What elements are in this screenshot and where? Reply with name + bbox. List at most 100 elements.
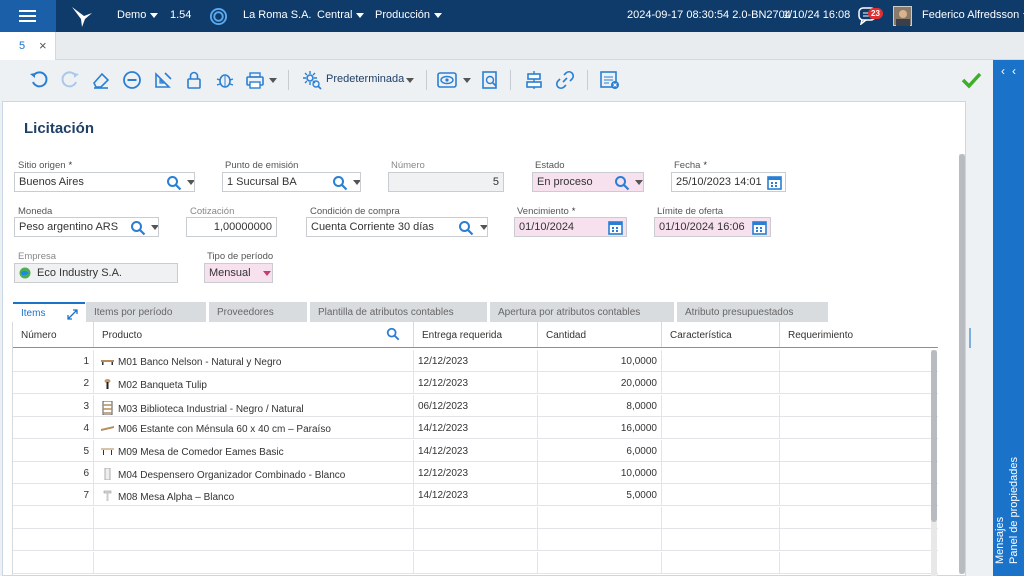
calendar-icon[interactable] bbox=[608, 220, 623, 235]
cell-entrega[interactable]: 12/12/2023 bbox=[414, 350, 538, 372]
cell-producto[interactable]: M02 Banqueta Tulip bbox=[94, 372, 414, 395]
empty-row[interactable] bbox=[13, 529, 938, 552]
cell-cantidad[interactable]: 10,0000 bbox=[538, 462, 662, 484]
sitio-field[interactable]: Buenos Aires bbox=[14, 172, 195, 192]
cell-numero[interactable]: 6 bbox=[13, 462, 94, 484]
search-icon[interactable] bbox=[386, 327, 400, 341]
table-row[interactable]: 1 M01 Banco Nelson - Natural y Negro 12/12… bbox=[13, 350, 938, 372]
cancel-icon[interactable] bbox=[119, 68, 145, 92]
search-document-icon[interactable] bbox=[477, 68, 503, 92]
cell-numero[interactable] bbox=[13, 551, 94, 574]
table-row[interactable]: 3 M03 Biblioteca Industrial - Negro / Nat… bbox=[13, 394, 938, 417]
cell-caracteristica[interactable] bbox=[662, 372, 780, 395]
menu-icon[interactable] bbox=[0, 0, 56, 32]
dropdown-icon[interactable] bbox=[353, 180, 360, 185]
col-requerimiento[interactable]: Requerimiento bbox=[780, 322, 938, 347]
empty-row[interactable] bbox=[13, 506, 938, 529]
cell-producto[interactable]: M04 Despensero Organizador Combinado - B… bbox=[94, 462, 414, 484]
search-icon[interactable] bbox=[614, 175, 630, 191]
lock-icon[interactable] bbox=[181, 68, 207, 92]
collapse-panel-icon-2[interactable]: ‹ bbox=[1012, 64, 1016, 78]
cell-cantidad[interactable]: 5,0000 bbox=[538, 484, 662, 507]
cell-producto[interactable]: M01 Banco Nelson - Natural y Negro bbox=[94, 350, 414, 372]
cell-numero[interactable]: 5 bbox=[13, 439, 94, 462]
moneda-field[interactable]: Peso argentino ARS bbox=[14, 217, 159, 237]
calendar-icon[interactable] bbox=[767, 175, 782, 190]
col-caracteristica[interactable]: Característica bbox=[662, 322, 780, 347]
punto-field[interactable]: 1 Sucursal BA bbox=[222, 172, 361, 192]
cell-producto[interactable] bbox=[94, 551, 414, 574]
branch-selector[interactable]: Central bbox=[317, 9, 365, 21]
cell-cantidad[interactable]: 16,0000 bbox=[538, 417, 662, 440]
limite-field[interactable]: 01/10/2024 16:06 bbox=[654, 217, 771, 237]
cell-requerimiento[interactable] bbox=[780, 529, 938, 551]
close-tab-icon[interactable]: × bbox=[39, 38, 47, 53]
company-label[interactable]: La Roma S.A. bbox=[243, 9, 312, 21]
cell-caracteristica[interactable] bbox=[662, 394, 780, 417]
cond-field[interactable]: Cuenta Corriente 30 días bbox=[306, 217, 488, 237]
design-icon[interactable] bbox=[150, 68, 176, 92]
visibility-menu[interactable] bbox=[436, 68, 472, 92]
env-selector[interactable]: Demo bbox=[117, 9, 159, 21]
cell-entrega[interactable]: 14/12/2023 bbox=[414, 417, 538, 440]
cell-requerimiento[interactable] bbox=[780, 484, 938, 506]
table-row[interactable]: 6 M04 Despensero Organizador Combinado - … bbox=[13, 462, 938, 484]
table-row[interactable]: 2 M02 Banqueta Tulip 12/12/2023 20,0000 bbox=[13, 372, 938, 395]
cell-requerimiento[interactable] bbox=[780, 395, 938, 417]
cell-producto[interactable]: M08 Mesa Alpha – Blanco bbox=[94, 484, 414, 507]
tab-document-5[interactable]: 5 × bbox=[0, 32, 56, 60]
user-menu[interactable]: Federico Alfredsson bbox=[922, 9, 1024, 21]
tab-items-por-periodo[interactable]: Items por período bbox=[86, 302, 206, 322]
cell-caracteristica[interactable] bbox=[662, 551, 780, 574]
expand-icon[interactable] bbox=[67, 309, 78, 320]
cell-cantidad[interactable]: 6,0000 bbox=[538, 439, 662, 462]
link-icon[interactable] bbox=[552, 68, 578, 92]
cell-cantidad[interactable]: 10,0000 bbox=[538, 350, 662, 372]
cell-requerimiento[interactable] bbox=[780, 440, 938, 462]
vertical-scrollbar[interactable] bbox=[959, 154, 965, 574]
tab-atributo-presupuestados[interactable]: Atributo presupuestados bbox=[677, 302, 828, 322]
cell-numero[interactable]: 2 bbox=[13, 372, 94, 395]
cell-cantidad[interactable]: 8,0000 bbox=[538, 394, 662, 417]
cell-cantidad[interactable] bbox=[538, 551, 662, 574]
cell-caracteristica[interactable] bbox=[662, 350, 780, 372]
calendar-delete-icon[interactable] bbox=[597, 68, 623, 92]
col-entrega[interactable]: Entrega requerida bbox=[414, 322, 538, 347]
cell-requerimiento[interactable] bbox=[780, 372, 938, 394]
col-cantidad[interactable]: Cantidad bbox=[538, 322, 662, 347]
stage-selector[interactable]: Producción bbox=[375, 9, 443, 21]
tipo-select[interactable]: Mensual bbox=[204, 263, 273, 283]
search-icon[interactable] bbox=[458, 220, 474, 236]
search-icon[interactable] bbox=[332, 175, 348, 191]
cell-requerimiento[interactable] bbox=[780, 417, 938, 439]
align-icon[interactable] bbox=[521, 68, 547, 92]
cell-entrega[interactable] bbox=[414, 506, 538, 529]
print-menu[interactable] bbox=[243, 68, 279, 92]
estado-field[interactable]: En proceso bbox=[532, 172, 644, 192]
cell-caracteristica[interactable] bbox=[662, 462, 780, 484]
cell-requerimiento[interactable] bbox=[780, 350, 938, 372]
tab-apertura-atributos[interactable]: Apertura por atributos contables bbox=[490, 302, 674, 322]
cell-caracteristica[interactable] bbox=[662, 529, 780, 552]
notifications-button[interactable]: 23 bbox=[858, 6, 884, 26]
dropdown-icon[interactable] bbox=[187, 180, 194, 185]
cell-producto[interactable] bbox=[94, 506, 414, 529]
cell-entrega[interactable] bbox=[414, 551, 538, 574]
table-row[interactable]: 5 M09 Mesa de Comedor Eames Basic 14/12/20… bbox=[13, 439, 938, 462]
cell-producto[interactable]: M03 Biblioteca Industrial - Negro / Natu… bbox=[94, 394, 414, 417]
eraser-icon[interactable] bbox=[88, 68, 114, 92]
tab-plantilla-atributos[interactable]: Plantilla de atributos contables bbox=[310, 302, 487, 322]
empty-row[interactable] bbox=[13, 551, 938, 574]
dropdown-icon[interactable] bbox=[151, 225, 158, 230]
cell-cantidad[interactable] bbox=[538, 529, 662, 552]
messages-tab[interactable]: Mensajes bbox=[994, 516, 1006, 564]
bug-icon[interactable] bbox=[212, 68, 238, 92]
cell-cantidad[interactable]: 20,0000 bbox=[538, 372, 662, 395]
col-producto[interactable]: Producto bbox=[94, 322, 414, 347]
undo-icon[interactable] bbox=[26, 68, 52, 92]
venc-field[interactable]: 01/10/2024 bbox=[514, 217, 627, 237]
redo-icon[interactable] bbox=[57, 68, 83, 92]
cell-requerimiento[interactable] bbox=[780, 462, 938, 484]
collapse-panel-icon[interactable]: ‹ bbox=[1001, 64, 1005, 78]
cell-producto[interactable] bbox=[94, 529, 414, 552]
